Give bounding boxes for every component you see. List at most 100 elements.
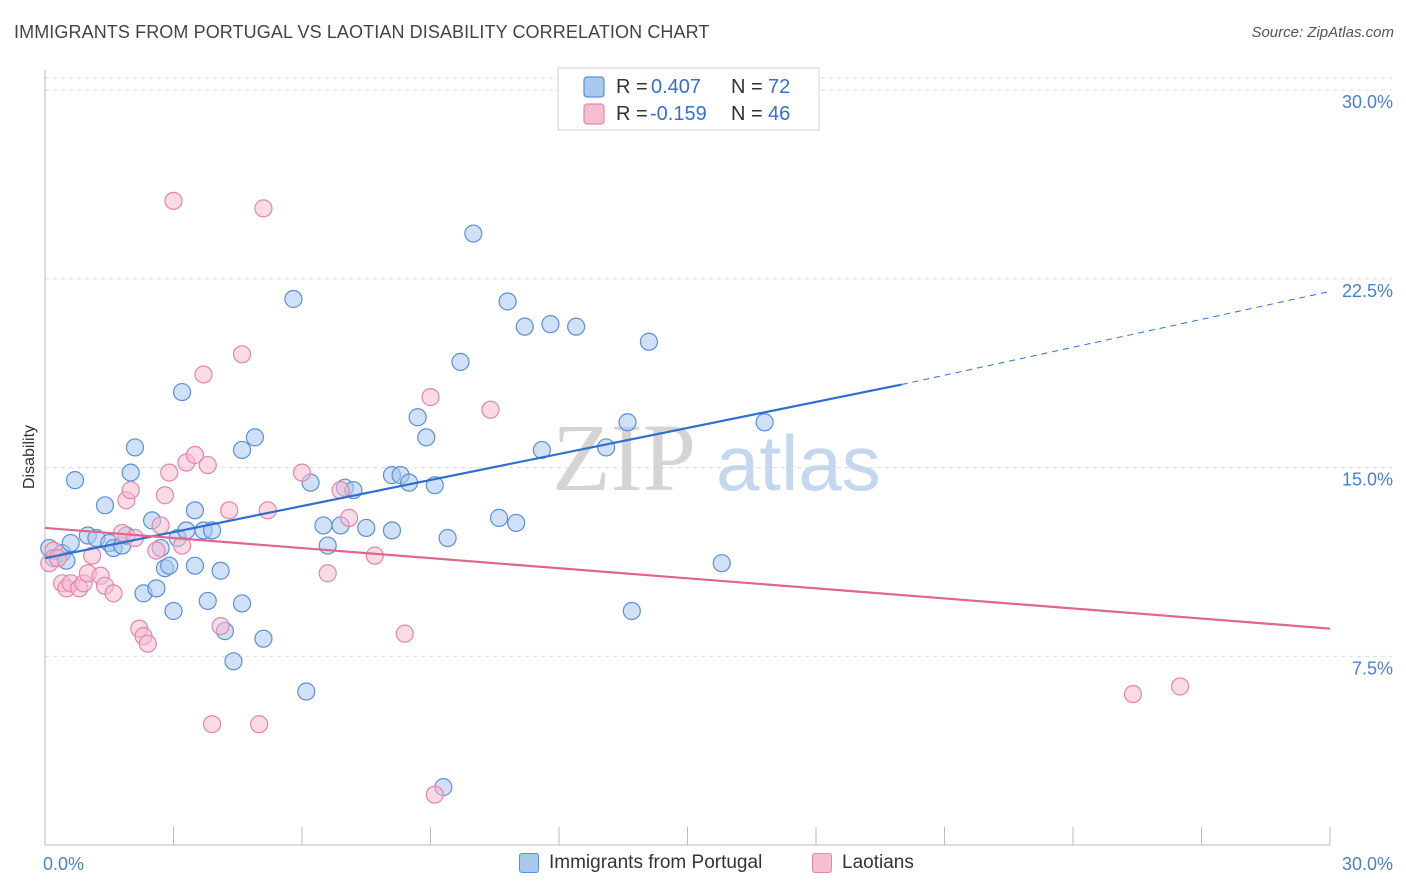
- point-laotians: [292, 463, 312, 482]
- point-portugal: [314, 516, 333, 535]
- point-portugal: [639, 332, 659, 351]
- point-portugal: [245, 428, 264, 447]
- legend-swatch-portugal: [519, 853, 539, 873]
- point-portugal: [567, 317, 586, 336]
- point-laotians: [147, 541, 166, 560]
- point-portugal: [121, 463, 140, 482]
- point-portugal: [125, 438, 145, 457]
- point-laotians: [425, 785, 444, 804]
- chart-source: Source: ZipAtlas.com: [1251, 24, 1394, 41]
- point-portugal: [464, 224, 483, 243]
- point-portugal: [147, 579, 166, 598]
- point-laotians: [220, 501, 239, 520]
- watermark: ZIP atlas: [552, 404, 881, 511]
- point-portugal: [515, 317, 534, 336]
- legend-swatch-pink: [583, 103, 605, 125]
- point-laotians: [121, 481, 140, 500]
- point-portugal: [164, 601, 183, 621]
- point-laotians: [395, 624, 414, 643]
- point-portugal: [382, 521, 402, 540]
- trend-line-portugal-extension: [901, 290, 1331, 386]
- point-laotians: [194, 365, 213, 384]
- point-portugal: [211, 561, 230, 580]
- legend-swatch-laotians: [812, 853, 832, 873]
- point-portugal: [712, 554, 731, 573]
- point-laotians: [164, 191, 183, 210]
- point-portugal: [451, 352, 470, 371]
- correlation-legend: R = 0.407 N = 72 R = -0.159 N = 46: [557, 67, 820, 131]
- point-laotians: [160, 463, 179, 482]
- series-legend: Immigrants from Portugal Laotians: [0, 852, 1406, 878]
- point-laotians: [151, 516, 170, 535]
- point-portugal: [172, 382, 192, 402]
- point-portugal: [622, 601, 641, 621]
- point-portugal: [254, 629, 273, 648]
- point-portugal: [597, 438, 616, 457]
- point-portugal: [65, 471, 85, 490]
- point-laotians: [421, 388, 440, 407]
- point-portugal: [357, 518, 376, 538]
- legend-label-laotians: Laotians: [842, 852, 914, 873]
- legend-swatch-blue: [583, 76, 605, 98]
- point-portugal: [185, 556, 205, 575]
- point-portugal: [232, 594, 252, 613]
- point-portugal: [541, 315, 560, 334]
- point-laotians: [1123, 684, 1143, 704]
- point-laotians: [211, 616, 230, 636]
- y-tick-label: 7.5%: [1352, 658, 1393, 678]
- point-laotians: [258, 501, 277, 520]
- point-portugal: [297, 682, 316, 701]
- point-portugal: [198, 591, 217, 611]
- point-portugal: [232, 440, 252, 460]
- chart-title: IMMIGRANTS FROM PORTUGAL VS LAOTIAN DISA…: [14, 22, 710, 42]
- point-portugal: [507, 513, 526, 533]
- legend-label-portugal: Immigrants from Portugal: [549, 852, 763, 873]
- point-laotians: [254, 199, 273, 218]
- point-laotians: [365, 546, 384, 565]
- axes: [44, 70, 1331, 846]
- legend-r-label-1: R =: [616, 76, 648, 98]
- legend-r-value-2: -0.159: [650, 103, 707, 125]
- legend-r-label-2: R =: [616, 103, 648, 125]
- y-tick-label: 15.0%: [1342, 470, 1393, 490]
- point-portugal: [95, 496, 115, 515]
- point-laotians: [138, 634, 157, 653]
- point-laotians: [198, 455, 217, 475]
- point-portugal: [755, 413, 774, 432]
- point-laotians: [104, 584, 123, 603]
- point-portugal: [417, 428, 436, 447]
- legend-item-portugal: Immigrants from Portugal: [519, 852, 762, 874]
- legend-r-value-1: 0.407: [651, 76, 701, 98]
- point-laotians: [1170, 677, 1190, 696]
- point-portugal: [160, 556, 179, 575]
- trend-line-portugal: [44, 383, 902, 560]
- point-portugal: [498, 292, 517, 311]
- x-tick-label-min: 0.0%: [43, 854, 84, 874]
- point-portugal: [284, 289, 303, 309]
- trend-line-laotians: [44, 526, 1331, 630]
- legend-n-value-2: 46: [768, 103, 790, 125]
- point-laotians: [48, 549, 67, 568]
- point-portugal: [489, 508, 509, 527]
- point-laotians: [250, 715, 269, 734]
- legend-n-label-2: N =: [731, 103, 763, 125]
- y-tick-label: 30.0%: [1342, 92, 1393, 112]
- point-laotians: [340, 508, 359, 527]
- watermark-atlas: atlas: [716, 419, 881, 507]
- point-portugal: [224, 652, 243, 671]
- trend-lines: [44, 290, 1331, 630]
- point-laotians: [318, 564, 337, 583]
- point-laotians: [155, 486, 175, 505]
- y-tick-label: 22.5%: [1342, 281, 1393, 301]
- point-laotians: [232, 345, 252, 364]
- tick-labels: 7.5% 15.0% 22.5% 30.0% 0.0% 30.0%: [43, 92, 1393, 874]
- point-laotians: [481, 400, 500, 419]
- point-portugal: [438, 528, 457, 548]
- legend-n-value-1: 72: [768, 76, 790, 98]
- series-laotians-points: [40, 191, 1190, 804]
- point-laotians: [172, 536, 192, 555]
- legend-n-label-1: N =: [731, 76, 763, 98]
- x-tick-label-max: 30.0%: [1342, 854, 1393, 874]
- point-laotians: [202, 715, 222, 734]
